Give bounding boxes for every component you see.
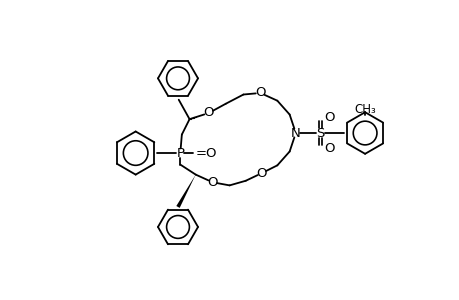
Text: O: O [324, 142, 334, 155]
Text: N: N [290, 127, 300, 140]
Text: =O: =O [195, 146, 217, 160]
Text: O: O [203, 106, 213, 119]
Text: S: S [316, 127, 324, 140]
Text: O: O [324, 111, 334, 124]
Text: O: O [256, 167, 267, 180]
Text: O: O [207, 176, 218, 189]
Text: CH₃: CH₃ [353, 103, 375, 116]
Polygon shape [176, 175, 195, 208]
Text: P: P [176, 146, 184, 160]
Text: O: O [255, 86, 265, 100]
